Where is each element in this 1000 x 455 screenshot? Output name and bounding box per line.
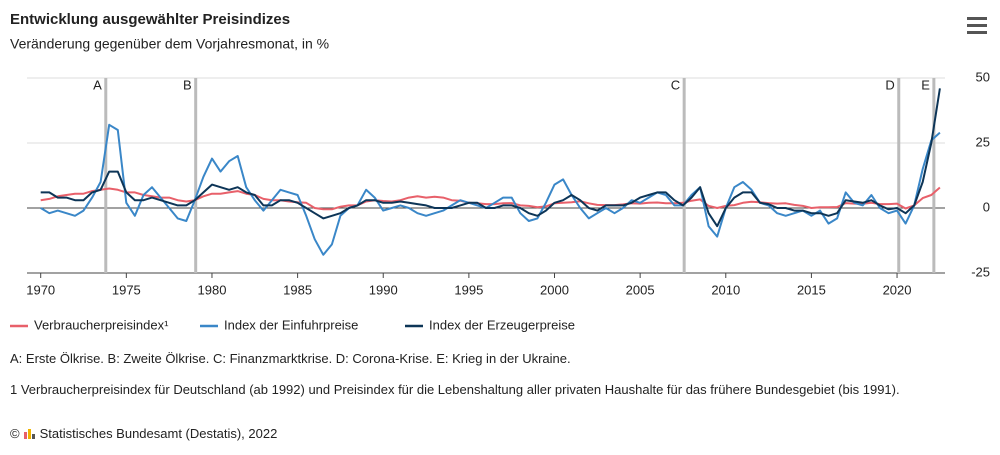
x-tick-label: 1990 (369, 282, 398, 297)
x-tick-label: 2000 (540, 282, 569, 297)
event-label: D (885, 77, 894, 92)
menu-bar[interactable] (967, 24, 987, 27)
x-tick-label: 1985 (283, 282, 312, 297)
source: © Statistisches Bundesamt (Destatis), 202… (10, 426, 278, 441)
chart: Entwicklung ausgewählter Preisindizes Ve… (10, 11, 990, 332)
y-tick-label: 0 (983, 199, 990, 214)
series-line (40, 186, 941, 211)
event-label: B (183, 77, 192, 92)
x-tick-label: 1995 (454, 282, 483, 297)
x-tick-label: 2015 (797, 282, 826, 297)
y-tick-label: 25 (976, 134, 990, 149)
x-tick-label: 1970 (26, 282, 55, 297)
logo (23, 429, 35, 439)
notes: A: Erste Ölkrise. B: Zweite Ölkrise. C: … (10, 351, 571, 366)
legend-label: Verbraucherpreisindex¹ (34, 317, 169, 332)
event-label: E (921, 77, 930, 92)
footnote: 1 Verbraucherpreisindex für Deutschland … (10, 382, 900, 397)
menu-bar[interactable] (967, 31, 987, 34)
x-tick-label: 2005 (626, 282, 655, 297)
chart-subtitle: Veränderung gegenüber dem Vorjahresmonat… (10, 36, 329, 52)
event-label: A (93, 77, 102, 92)
legend-label: Index der Erzeugerpreise (429, 317, 575, 332)
series-line (40, 123, 941, 256)
x-tick-label: 2010 (711, 282, 740, 297)
y-tick-label: 50 (976, 69, 990, 84)
x-tick-label: 2020 (883, 282, 912, 297)
x-tick-label: 1980 (198, 282, 227, 297)
y-tick-label: -25 (971, 264, 990, 279)
menu-bar[interactable] (967, 17, 987, 20)
menu-button[interactable] (967, 17, 987, 34)
chart-title: Entwicklung ausgewählter Preisindizes (10, 11, 290, 28)
series-line (40, 88, 941, 228)
x-tick-label: 1975 (112, 282, 141, 297)
source-text: Statistisches Bundesamt (Destatis), 2022 (39, 426, 278, 441)
event-label: C (671, 77, 680, 92)
legend-label: Index der Einfuhrpreise (224, 317, 358, 332)
